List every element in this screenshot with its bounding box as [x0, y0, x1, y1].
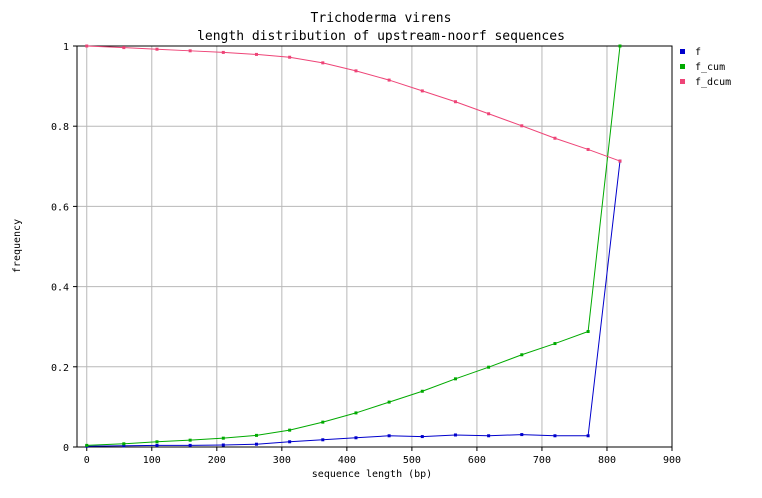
y-tick-label: 0.4 [51, 283, 69, 294]
data-point [387, 434, 391, 438]
y-tick-label: 0 [63, 443, 69, 454]
data-point [288, 428, 292, 432]
data-point [221, 443, 225, 447]
series-line [86, 45, 621, 446]
x-tick-label: 100 [143, 455, 161, 466]
legend-item: f [680, 47, 701, 58]
legend-item: f_cum [680, 62, 725, 73]
data-point [586, 434, 590, 438]
x-axis-label: sequence length (bp) [312, 469, 432, 480]
legend-label: f [695, 47, 701, 58]
data-point [453, 377, 457, 381]
chart-title: Trichoderma virens [311, 11, 452, 26]
x-tick-label: 900 [663, 455, 681, 466]
x-tick-label: 500 [403, 455, 421, 466]
x-tick-label: 700 [533, 455, 551, 466]
data-point [155, 47, 159, 51]
data-point [288, 55, 292, 59]
data-point [122, 46, 126, 50]
data-point [188, 49, 192, 53]
data-point [387, 400, 391, 404]
data-point [85, 44, 89, 48]
data-point [586, 330, 590, 334]
y-tick-label: 0.2 [51, 363, 69, 374]
data-point [553, 342, 557, 346]
data-point [354, 69, 358, 73]
data-point [520, 353, 524, 357]
data-point [221, 436, 225, 440]
x-tick-label: 200 [208, 455, 226, 466]
data-point [254, 52, 258, 56]
x-tick-label: 800 [598, 455, 616, 466]
data-point [254, 433, 258, 437]
data-point [553, 434, 557, 438]
data-point [618, 159, 622, 163]
x-tick-label: 0 [84, 455, 90, 466]
y-tick-label: 0.6 [51, 202, 69, 213]
data-point [586, 147, 590, 151]
legend-swatch [680, 64, 685, 69]
legend: f f_cum f_dcum [680, 47, 731, 88]
legend-swatch [680, 49, 685, 54]
data-point [453, 433, 457, 437]
chart-subtitle: length distribution of upstream-noorf se… [197, 29, 565, 44]
data-point [387, 78, 391, 82]
series-line [86, 45, 621, 162]
data-point [221, 50, 225, 54]
data-point [321, 438, 325, 442]
series-f-cum [85, 44, 622, 447]
grid [77, 45, 673, 448]
data-point [188, 438, 192, 442]
legend-label: f_cum [695, 62, 725, 73]
data-point [155, 440, 159, 444]
y-axis-ticks: 0 0.2 0.4 0.6 0.8 1 [51, 42, 77, 454]
series-f-dcum [85, 44, 622, 163]
data-point [354, 411, 358, 415]
x-tick-label: 300 [273, 455, 291, 466]
x-tick-label: 600 [468, 455, 486, 466]
data-point [354, 436, 358, 440]
plot-frame [76, 45, 673, 448]
data-point [453, 100, 457, 104]
data-point [155, 443, 159, 447]
data-point [618, 44, 622, 48]
data-point [122, 442, 126, 446]
legend-swatch [680, 79, 685, 84]
x-axis-ticks: 0 100 200 300 400 500 600 700 800 900 [84, 447, 681, 466]
data-point [321, 420, 325, 424]
data-point [420, 89, 424, 93]
legend-item: f_dcum [680, 77, 731, 88]
data-point [520, 433, 524, 437]
legend-label: f_dcum [695, 77, 731, 88]
data-point [188, 443, 192, 447]
data-point [321, 61, 325, 65]
data-point [487, 365, 491, 369]
data-point [288, 440, 292, 444]
series-line [86, 161, 621, 447]
data-point [487, 112, 491, 116]
data-point [420, 389, 424, 393]
data-point [254, 442, 258, 446]
data-point [420, 435, 424, 439]
series-f [85, 159, 622, 448]
x-tick-label: 400 [338, 455, 356, 466]
data-point [553, 136, 557, 140]
data-point [520, 124, 524, 128]
y-axis-label: frequency [12, 219, 23, 273]
series-group [85, 44, 622, 448]
data-point [487, 434, 491, 438]
y-tick-label: 0.8 [51, 122, 69, 133]
y-tick-label: 1 [63, 42, 69, 53]
data-point [85, 443, 89, 447]
data-point [122, 444, 126, 448]
